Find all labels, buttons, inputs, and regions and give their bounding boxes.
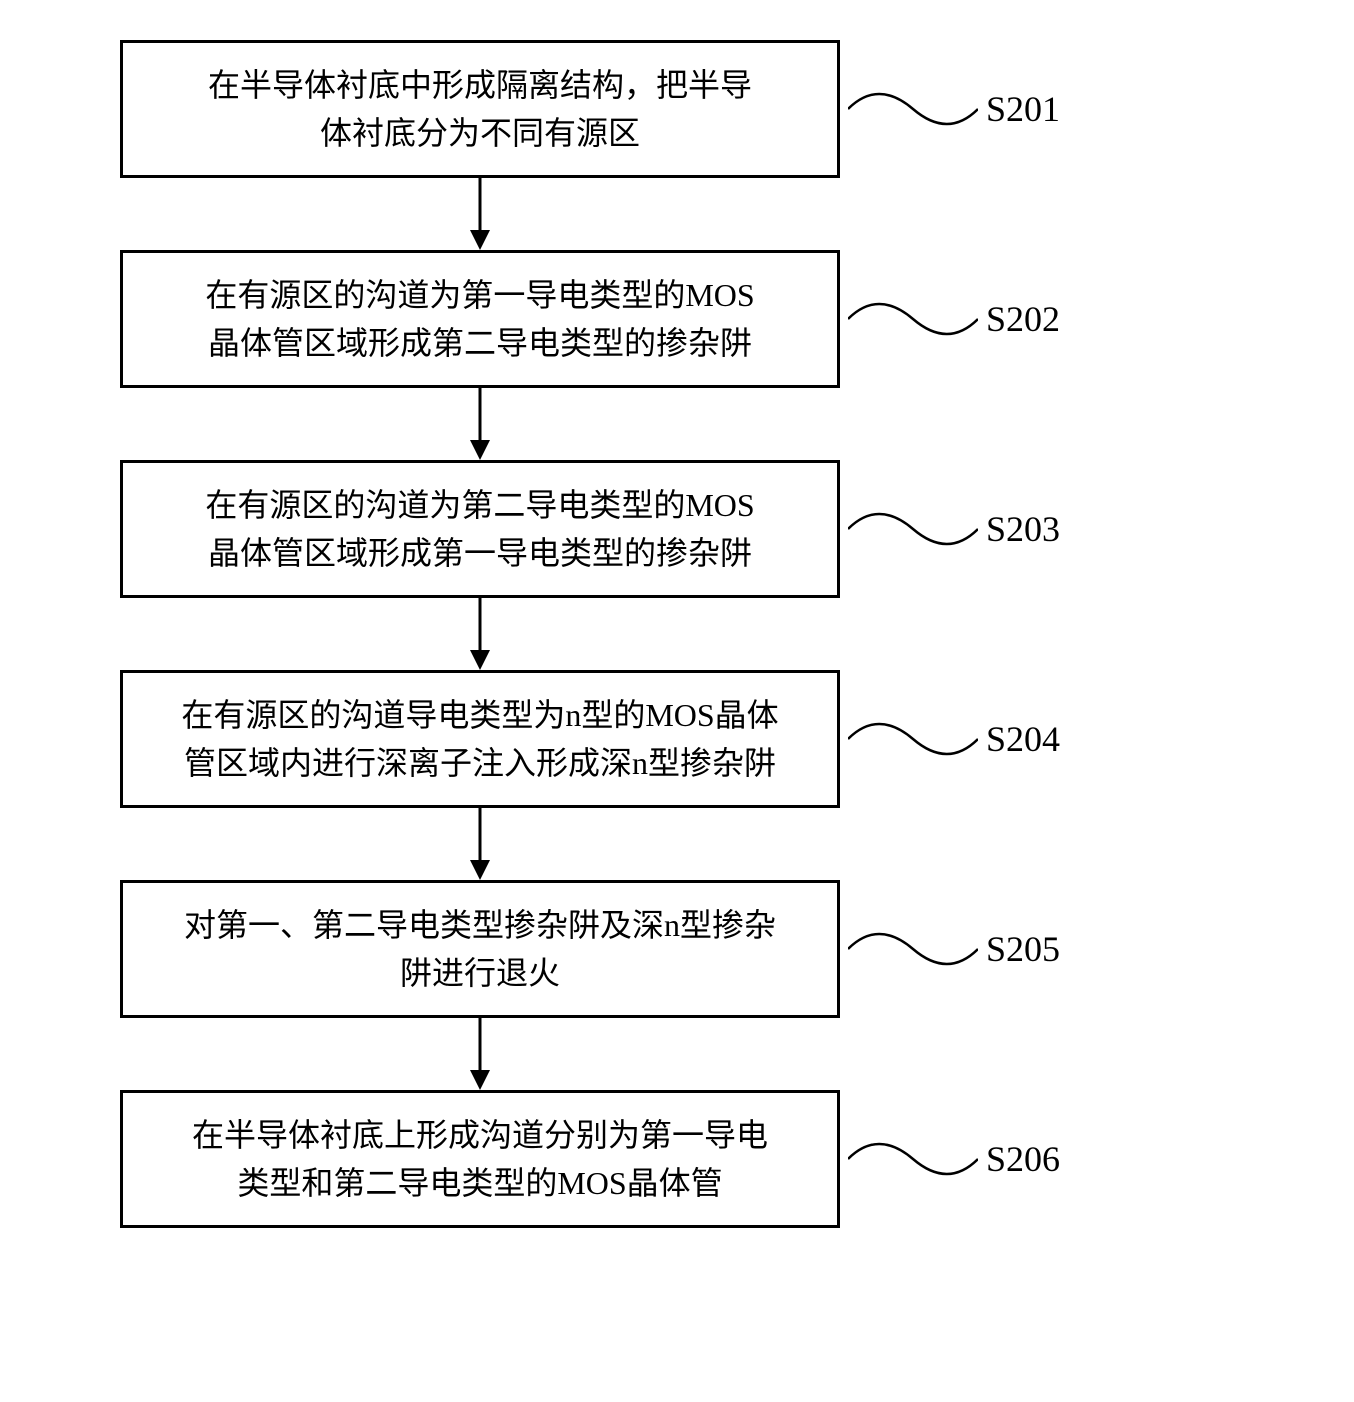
step-row-6: 在半导体衬底上形成沟道分别为第一导电 类型和第二导电类型的MOS晶体管 S206	[120, 1090, 1220, 1228]
step-box-2: 在有源区的沟道为第一导电类型的MOS 晶体管区域形成第二导电类型的掺杂阱	[120, 250, 840, 388]
step-text: 在有源区的沟道为第二导电类型的MOS	[205, 481, 754, 529]
arrow-2	[120, 388, 840, 460]
arrow-3	[120, 598, 840, 670]
arrow-1	[120, 178, 840, 250]
step-text: 晶体管区域形成第一导电类型的掺杂阱	[208, 529, 752, 577]
arrow-5	[120, 1018, 840, 1090]
step-text: 晶体管区域形成第二导电类型的掺杂阱	[208, 319, 752, 367]
step-text: 管区域内进行深离子注入形成深n型掺杂阱	[184, 739, 776, 787]
connector-5	[848, 925, 978, 973]
connector-3	[848, 505, 978, 553]
step-row-3: 在有源区的沟道为第二导电类型的MOS 晶体管区域形成第一导电类型的掺杂阱 S20…	[120, 460, 1220, 598]
step-box-3: 在有源区的沟道为第二导电类型的MOS 晶体管区域形成第一导电类型的掺杂阱	[120, 460, 840, 598]
step-label-1: S201	[986, 88, 1060, 130]
arrow-4	[120, 808, 840, 880]
step-text: 体衬底分为不同有源区	[320, 109, 640, 157]
step-row-5: 对第一、第二导电类型掺杂阱及深n型掺杂 阱进行退火 S205	[120, 880, 1220, 1018]
connector-4	[848, 715, 978, 763]
connector-2	[848, 295, 978, 343]
step-label-6: S206	[986, 1138, 1060, 1180]
step-text: 类型和第二导电类型的MOS晶体管	[237, 1159, 722, 1207]
step-text: 在半导体衬底上形成沟道分别为第一导电	[192, 1111, 768, 1159]
step-row-4: 在有源区的沟道导电类型为n型的MOS晶体 管区域内进行深离子注入形成深n型掺杂阱…	[120, 670, 1220, 808]
step-box-1: 在半导体衬底中形成隔离结构，把半导 体衬底分为不同有源区	[120, 40, 840, 178]
step-row-2: 在有源区的沟道为第一导电类型的MOS 晶体管区域形成第二导电类型的掺杂阱 S20…	[120, 250, 1220, 388]
step-box-4: 在有源区的沟道导电类型为n型的MOS晶体 管区域内进行深离子注入形成深n型掺杂阱	[120, 670, 840, 808]
step-label-5: S205	[986, 928, 1060, 970]
step-text: 在有源区的沟道导电类型为n型的MOS晶体	[181, 691, 778, 739]
step-label-4: S204	[986, 718, 1060, 760]
step-label-2: S202	[986, 298, 1060, 340]
step-box-6: 在半导体衬底上形成沟道分别为第一导电 类型和第二导电类型的MOS晶体管	[120, 1090, 840, 1228]
step-row-1: 在半导体衬底中形成隔离结构，把半导 体衬底分为不同有源区 S201	[120, 40, 1220, 178]
connector-6	[848, 1135, 978, 1183]
step-text: 在半导体衬底中形成隔离结构，把半导	[208, 61, 752, 109]
flowchart-container: 在半导体衬底中形成隔离结构，把半导 体衬底分为不同有源区 S201 在有源区的沟…	[120, 40, 1220, 1228]
connector-1	[848, 85, 978, 133]
step-text: 阱进行退火	[400, 949, 560, 997]
step-label-3: S203	[986, 508, 1060, 550]
step-box-5: 对第一、第二导电类型掺杂阱及深n型掺杂 阱进行退火	[120, 880, 840, 1018]
step-text: 对第一、第二导电类型掺杂阱及深n型掺杂	[184, 901, 776, 949]
step-text: 在有源区的沟道为第一导电类型的MOS	[205, 271, 754, 319]
